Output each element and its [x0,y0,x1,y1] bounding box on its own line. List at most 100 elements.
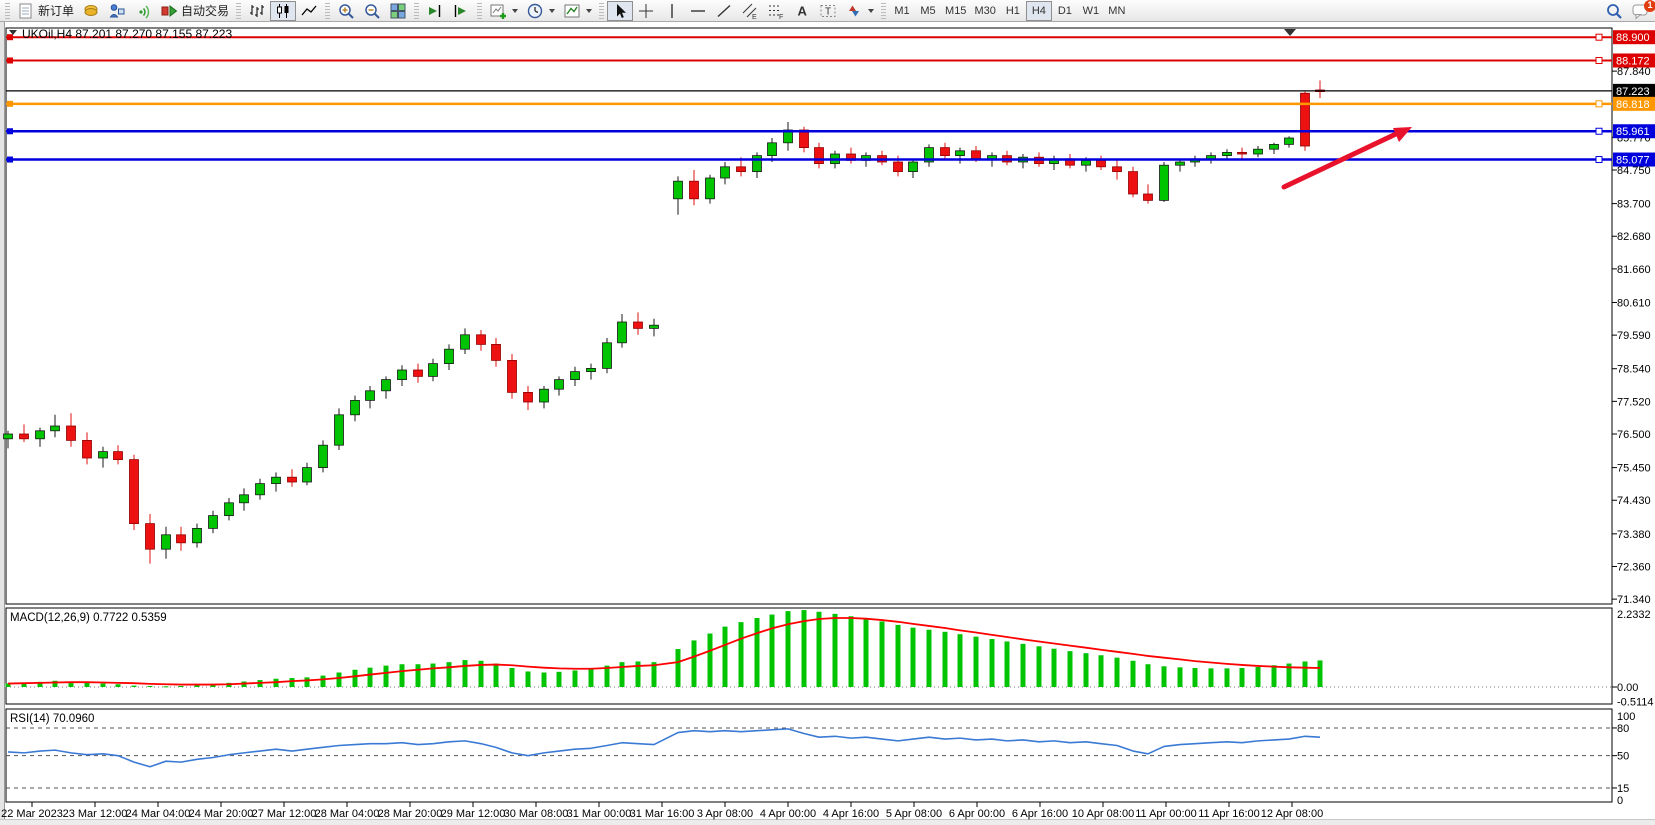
candle [633,321,643,329]
zoomout-icon [365,3,380,19]
timeframe-mn-button[interactable]: MN [1108,4,1126,17]
addchart-icon [490,4,507,19]
timeframe-d1-button[interactable]: D1 [1057,4,1072,17]
arrows-button[interactable] [841,1,878,21]
crosshair-button[interactable] [633,1,659,21]
clock-icon [527,3,543,18]
channel-icon: E [742,3,757,20]
symbol-dropdown-icon[interactable] [9,30,17,35]
bar-chart-button[interactable] [244,1,270,21]
chart-shift-button[interactable] [448,1,474,21]
candle [176,534,186,544]
timeframe-m5-button[interactable]: M5 [920,4,936,17]
date-axis-label: 10 Apr 08:00 [1072,808,1134,820]
line-chart-button[interactable] [296,1,322,21]
shift-icon [454,4,467,17]
text-button[interactable]: A [789,1,815,21]
line-right-handle[interactable] [1595,100,1603,108]
line-right-handle[interactable] [1595,156,1603,164]
trend-arrow[interactable] [1281,127,1412,190]
chevron-down-icon [549,8,556,13]
candle [1253,148,1263,155]
broadcast-button[interactable] [130,1,156,21]
line-left-handle[interactable] [7,128,13,135]
price-axis-label: 80.610 [1617,297,1651,309]
candle [19,433,29,440]
line-left-handle[interactable] [7,34,13,41]
candle [318,444,328,469]
line-left-handle[interactable] [7,100,13,107]
line-right-handle[interactable] [1595,56,1603,64]
candle [287,476,297,483]
candle [649,324,659,329]
search-icon [1607,3,1622,19]
coin-icon [84,4,98,16]
candle [397,369,407,380]
line-left-handle[interactable] [7,156,13,163]
price-axis-label: 87.840 [1617,66,1651,78]
coins-button[interactable] [78,1,104,21]
chart-shift-marker[interactable] [1284,29,1296,36]
line-right-handle[interactable] [1595,127,1603,135]
candle [82,439,92,459]
toolbar-grip [236,2,242,19]
cursor-button[interactable] [607,0,634,21]
candle [940,147,950,157]
candle [767,142,777,157]
timeframe-h1-button[interactable]: H1 [1005,4,1020,17]
candlestick-chart-button[interactable] [270,0,297,21]
zoom-in-button[interactable] [333,1,359,21]
blue-resistance-line[interactable]: 85.961 [6,124,1655,139]
date-axis-label: 27 Mar 12:00 [252,808,317,820]
date-axis-label: 28 Mar 20:00 [378,808,443,820]
orange-support-line[interactable]: 86.818 [6,96,1655,111]
vertical-line-button[interactable] [659,1,685,21]
trader-desk-button[interactable] [104,1,130,21]
channel-button[interactable]: E [737,1,763,21]
candle [570,371,580,381]
line-right-handle[interactable] [1595,33,1603,41]
candle [365,390,375,401]
new-order-button-label: 新订单 [38,4,75,18]
candle [893,161,903,172]
fibonacci-button[interactable]: F [763,1,789,21]
bid-price-line[interactable]: 87.223 [6,83,1655,98]
templates-button[interactable] [559,1,596,21]
tile-windows-button[interactable] [385,1,411,21]
candle [444,348,454,365]
rsi-axis-label: 0 [1617,795,1623,807]
candles-icon [277,3,289,18]
autotrading-button[interactable]: 自动交易 [156,1,233,21]
timeframe-w1-button[interactable]: W1 [1082,4,1100,17]
timeframe-h4-button[interactable]: H4 [1025,0,1052,21]
horizontal-line-button[interactable] [685,1,711,21]
text-label-button[interactable]: T [815,1,841,21]
price-axis-label: 79.590 [1617,330,1651,342]
resistance-line-1[interactable]: 88.900 [6,30,1655,45]
autoscroll-icon [429,4,441,17]
resistance-line-2[interactable]: 88.172 [6,53,1655,68]
trendline-button[interactable] [711,1,737,21]
timeframe-m15-button[interactable]: M15 [945,4,967,17]
indicators-button[interactable] [485,1,522,21]
linechart-icon [301,5,317,15]
candle [208,515,218,529]
svg-text:F: F [779,14,783,20]
timeframe-m30-button[interactable]: M30 [974,4,996,17]
chat-notification-button[interactable]: 1 [1627,0,1655,21]
timeframe-m1-button[interactable]: M1 [894,4,910,17]
new-order-button[interactable]: 新订单 [13,1,78,21]
zoom-out-button[interactable] [359,1,385,21]
rsi-axis-label: 50 [1617,751,1629,763]
candle [523,391,533,403]
signal-icon [139,4,150,19]
candle [752,155,762,173]
periodicity-button[interactable] [522,1,559,21]
date-axis-label: 6 Apr 00:00 [949,808,1005,820]
price-badge: 87.223 [1616,86,1650,98]
candle [586,367,596,372]
line-left-handle[interactable] [7,57,13,64]
auto-scroll-button[interactable] [422,1,448,21]
price-axis-label: 71.340 [1617,594,1651,606]
symbol-search-button[interactable] [1601,1,1627,21]
